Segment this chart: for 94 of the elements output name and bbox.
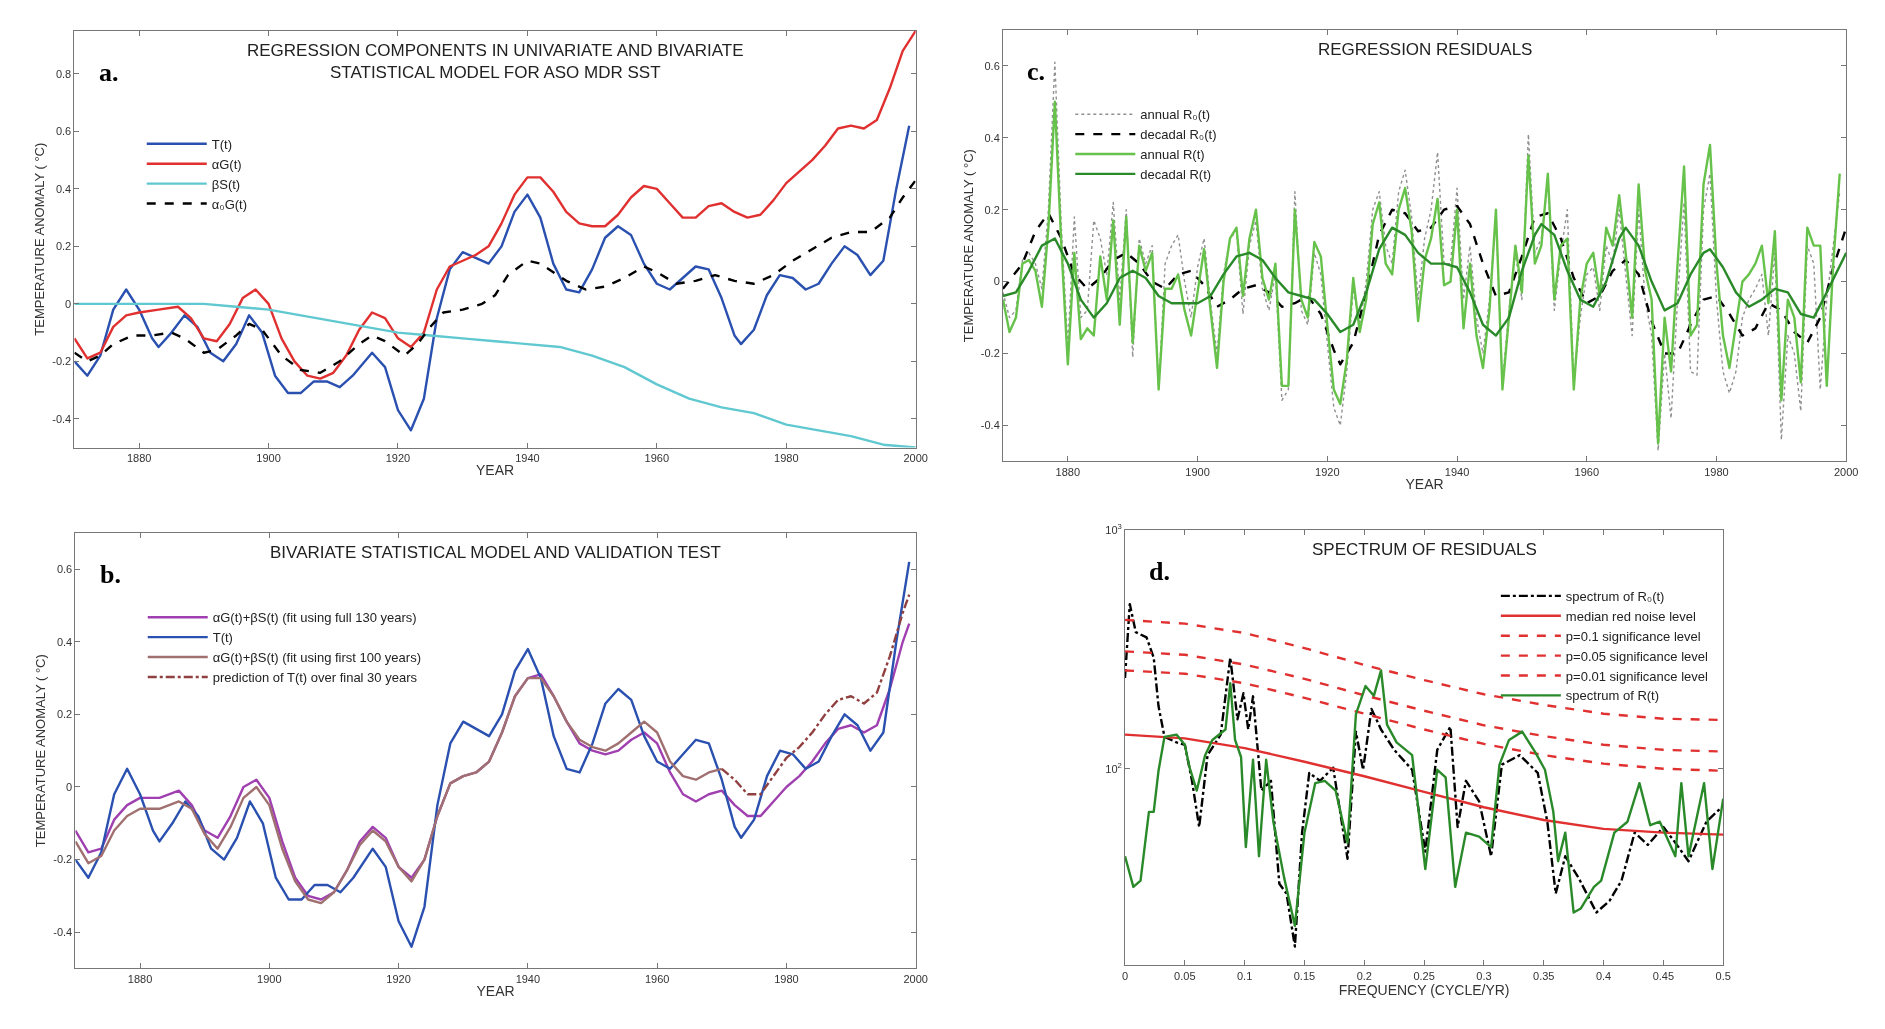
line-series [720,593,911,796]
line-series [1002,204,1847,366]
x-tick-label: 1940 [1444,465,1470,478]
x-tick-label: 1900 [257,972,282,985]
x-axis-title: YEAR [475,462,515,479]
line-series [74,124,911,432]
y-tick-label: -0.4 [52,412,72,425]
x-tick-label: 1940 [515,972,541,985]
y-tick-label: -0.2 [52,355,72,368]
legend-label: p=0.1 significance level [1565,628,1701,644]
x-tick-label: 1920 [1315,465,1340,478]
y-tick-label: 0 [66,780,73,793]
x-tick-label: 1900 [1185,465,1210,478]
annotation: b. [100,560,121,589]
line-series [1125,669,1724,927]
legend-label: p=0.05 significance level [1565,648,1708,664]
y-tick-label: 10$^{2}$ [1105,760,1122,775]
legend-label: α₀G(t) [211,196,248,212]
y-tick-label: -0.4 [980,419,1000,432]
x-tick-label: 1940 [515,451,540,464]
x-tick-label: 2000 [1833,465,1859,478]
y-tick-label: -0.2 [53,853,73,866]
legend-label: spectrum of R₀(t) [1565,588,1665,604]
text: SPECTRUM OF RESIDUALS [1312,540,1537,559]
x-tick-label: 0.3 [1476,969,1492,982]
y-tick-label: 0.2 [984,203,1000,216]
y-tick-label: 0 [993,275,1000,288]
x-tick-label: 2000 [903,972,928,985]
legend-label: T(t) [211,136,232,152]
x-tick-label: 2000 [903,451,928,464]
x-tick-label: 0.45 [1652,969,1675,982]
x-tick-label: 1900 [256,451,281,464]
legend-label: T(t) [212,630,233,646]
x-tick-label: 0.35 [1533,969,1555,982]
x-axis-title: YEAR [1405,475,1444,492]
annotation: c. [1027,57,1046,86]
legend-label: prediction of T(t) over final 30 years [212,670,418,686]
y-tick-label: 0.4 [55,182,72,195]
legend-label: αG(t) [211,156,242,172]
x-axis-title: FREQUENCY (CYCLE/YR) [1338,981,1510,998]
text: BIVARIATE STATISTICAL MODEL AND VALIDATION TEST [270,543,721,562]
text: REGRESSION RESIDUALS [1318,40,1533,59]
x-tick-label: 1960 [644,451,670,464]
line-series [74,179,916,375]
y-tick-label: 0.4 [984,131,1000,144]
x-tick-label: 0.15 [1293,969,1316,982]
text: REGRESSION COMPONENTS IN UNIVARIATE AND BIVARIATE STATISTICAL MODEL FOR ASO MDR SST [247,41,744,83]
x-tick-label: 0.1 [1236,969,1253,982]
x-tick-label: 0.25 [1413,969,1435,982]
annotation: d. [1149,557,1170,586]
y-axis-title: TEMPERATURE ANOMALY ( °C) [32,142,48,336]
y-tick-label: 10$^{3}$ [1105,522,1122,536]
x-tick-label: 1920 [386,972,411,985]
x-tick-label: 1920 [385,451,411,464]
y-tick-label: 0.6 [56,563,73,576]
y-tick-label: 0.6 [55,125,72,138]
x-tick-label: 1980 [774,451,799,464]
y-tick-label: -0.2 [980,347,1000,360]
y-tick-label: 0.2 [55,240,72,253]
x-tick-label: 1880 [127,972,153,985]
legend-label: median red noise level [1565,608,1697,624]
legend-label: αG(t)+βS(t) (fit using first 100 years) [212,650,421,666]
x-tick-label: 0.5 [1715,969,1731,982]
y-tick-label: 0.8 [55,67,72,80]
y-tick-label: 0.2 [56,708,73,721]
line-series [1002,222,1847,337]
x-tick-label: 1960 [1574,465,1599,478]
line-series [1125,733,1724,836]
legend-label: decadal R₀(t) [1140,127,1217,143]
x-tick-label: 1880 [1055,465,1081,478]
legend-label: spectrum of R(t) [1565,688,1660,704]
x-tick-label: 0.2 [1356,969,1372,982]
legend-label: annual R(t) [1140,147,1205,163]
y-tick-label: 0.6 [984,59,1000,72]
x-tick-label: 1880 [126,451,152,464]
x-tick-label: 1980 [774,972,799,985]
line-series [75,560,911,948]
x-tick-label: 1980 [1704,465,1729,478]
y-tick-label: 0 [65,297,72,310]
x-axis-title: YEAR [476,982,515,999]
annotation: a. [99,58,119,87]
legend-label: decadal R(t) [1140,166,1212,182]
y-axis-title: TEMPERATURE ANOMALY ( °C) [960,149,976,343]
x-tick-label: 0.05 [1174,969,1196,982]
legend-label: αG(t)+βS(t) (fit using full 130 years) [212,610,417,626]
x-tick-label: 1960 [644,972,670,985]
legend-label: annual R₀(t) [1140,107,1211,123]
line-series [74,30,916,380]
x-tick-label: 0.4 [1595,969,1612,982]
y-axis-title: TEMPERATURE ANOMALY ( °C) [33,654,49,848]
y-tick-label: 0.4 [56,635,73,648]
legend-label: p=0.01 significance level [1565,668,1708,684]
y-tick-label: -0.4 [53,926,73,939]
legend-label: βS(t) [211,176,241,192]
